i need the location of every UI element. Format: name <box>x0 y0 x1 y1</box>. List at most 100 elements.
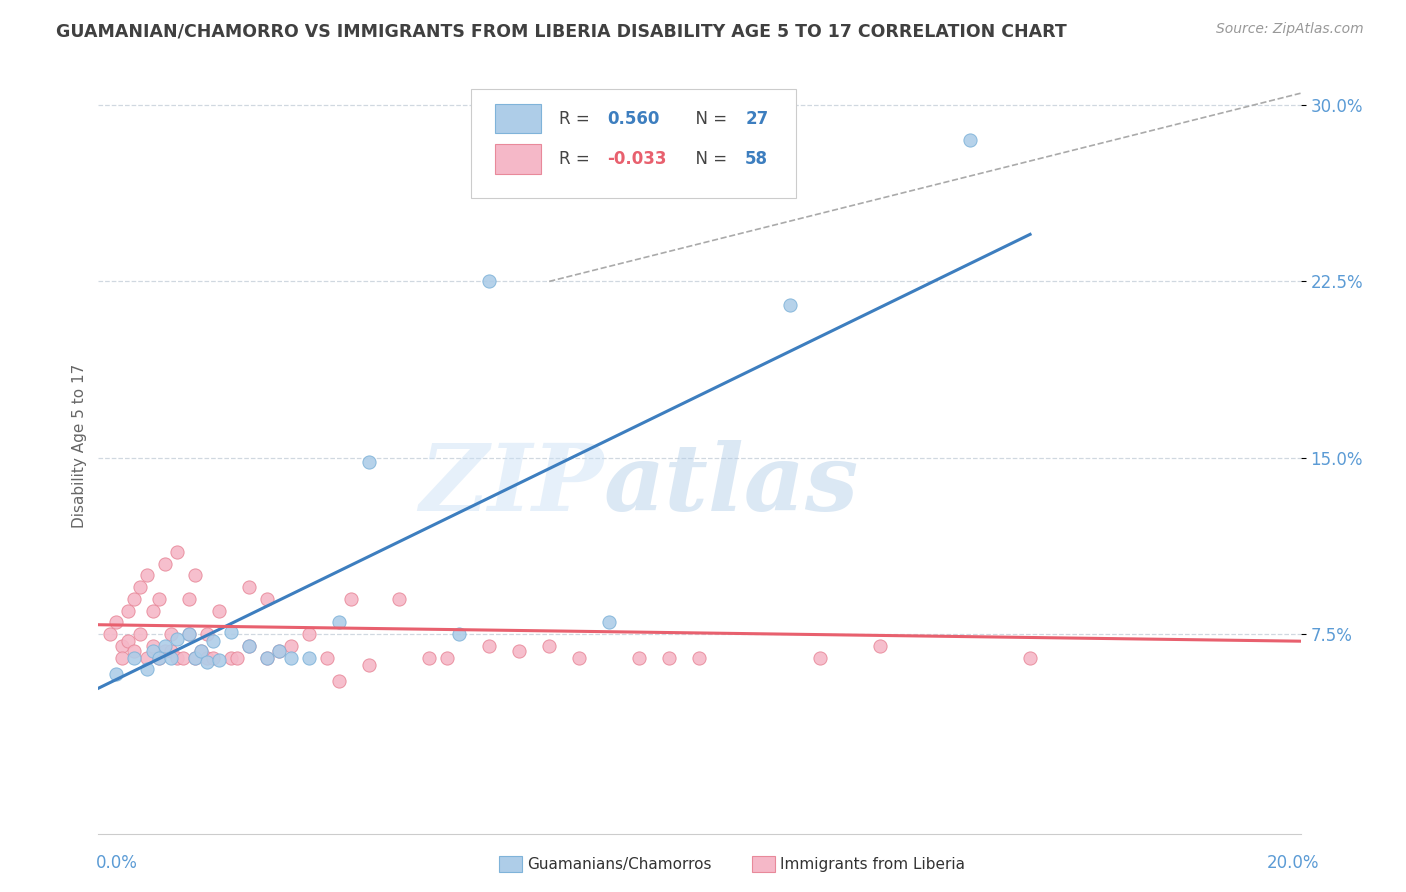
Point <box>159 627 181 641</box>
Point <box>153 639 176 653</box>
Point <box>658 650 681 665</box>
Point <box>418 650 440 665</box>
FancyBboxPatch shape <box>495 103 541 133</box>
Point <box>111 639 134 653</box>
Point <box>357 657 380 672</box>
Point <box>280 639 302 653</box>
Text: Guamanians/Chamorros: Guamanians/Chamorros <box>527 857 711 871</box>
Point <box>869 639 891 653</box>
Point <box>238 639 260 653</box>
Text: R =: R = <box>558 110 595 128</box>
Point <box>478 274 501 288</box>
Point <box>183 650 205 665</box>
Point <box>267 643 290 657</box>
Point <box>100 627 122 641</box>
Point <box>159 650 181 665</box>
Point <box>117 634 139 648</box>
Point <box>201 634 224 648</box>
Point <box>166 650 188 665</box>
Text: 0.560: 0.560 <box>607 110 659 128</box>
Point <box>1019 650 1042 665</box>
Point <box>628 650 651 665</box>
Point <box>141 643 163 657</box>
Point <box>141 639 163 653</box>
Point <box>124 591 146 606</box>
Point <box>190 643 212 657</box>
Text: atlas: atlas <box>603 440 859 530</box>
Point <box>779 298 801 312</box>
Point <box>688 650 710 665</box>
Point <box>177 627 200 641</box>
Point <box>141 604 163 618</box>
Point <box>201 650 224 665</box>
Point <box>195 656 218 670</box>
Point <box>135 662 157 676</box>
Y-axis label: Disability Age 5 to 17: Disability Age 5 to 17 <box>72 364 87 528</box>
FancyBboxPatch shape <box>471 89 796 198</box>
Point <box>190 643 212 657</box>
Point <box>129 580 152 594</box>
Text: Source: ZipAtlas.com: Source: ZipAtlas.com <box>1216 22 1364 37</box>
Point <box>959 133 981 147</box>
Point <box>208 653 231 667</box>
Point <box>328 674 350 689</box>
Point <box>208 604 231 618</box>
Point <box>238 580 260 594</box>
Point <box>447 627 470 641</box>
Point <box>153 643 176 657</box>
Point <box>340 591 363 606</box>
Text: ZIP: ZIP <box>419 440 603 530</box>
Point <box>256 650 278 665</box>
Point <box>159 643 181 657</box>
Point <box>105 667 128 681</box>
Point <box>135 568 157 582</box>
Text: R =: R = <box>558 150 595 168</box>
Text: N =: N = <box>685 110 733 128</box>
Point <box>117 604 139 618</box>
Point <box>195 627 218 641</box>
Point <box>256 650 278 665</box>
Point <box>280 650 302 665</box>
Text: -0.033: -0.033 <box>607 150 666 168</box>
Point <box>219 624 242 639</box>
FancyBboxPatch shape <box>495 145 541 174</box>
Point <box>153 557 176 571</box>
Point <box>183 650 205 665</box>
Point <box>436 650 458 665</box>
Point <box>598 615 620 630</box>
Point <box>195 650 218 665</box>
Point <box>111 650 134 665</box>
Point <box>357 455 380 469</box>
Point <box>166 632 188 646</box>
Point <box>177 627 200 641</box>
Point <box>808 650 831 665</box>
Text: 20.0%: 20.0% <box>1267 855 1319 872</box>
Point <box>105 615 128 630</box>
Point <box>267 643 290 657</box>
Point <box>124 643 146 657</box>
Point <box>298 627 321 641</box>
Point <box>508 643 530 657</box>
Point <box>298 650 321 665</box>
Point <box>225 650 247 665</box>
Point <box>219 650 242 665</box>
Point <box>135 650 157 665</box>
Point <box>172 650 194 665</box>
Text: 58: 58 <box>745 150 768 168</box>
Point <box>568 650 591 665</box>
Point <box>129 627 152 641</box>
Point <box>166 545 188 559</box>
Point <box>328 615 350 630</box>
Point <box>315 650 337 665</box>
Text: 0.0%: 0.0% <box>96 855 138 872</box>
Point <box>148 591 170 606</box>
Point <box>478 639 501 653</box>
Point <box>177 591 200 606</box>
Point <box>183 568 205 582</box>
Point <box>538 639 561 653</box>
Point <box>238 639 260 653</box>
Point <box>148 650 170 665</box>
Point <box>148 650 170 665</box>
Point <box>256 591 278 606</box>
Point <box>124 650 146 665</box>
